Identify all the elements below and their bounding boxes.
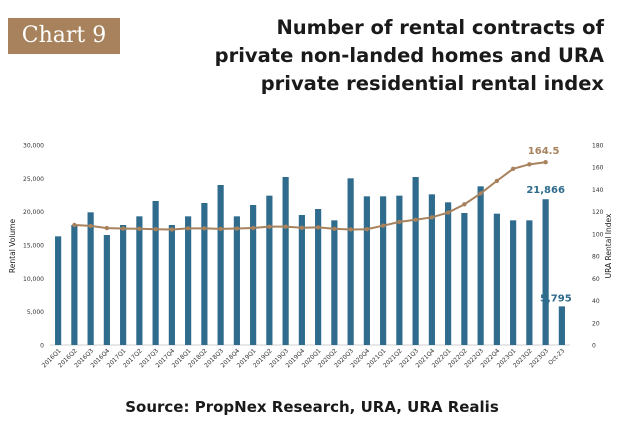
rental-index-point bbox=[88, 223, 93, 229]
rental-index-point bbox=[250, 225, 256, 231]
bar bbox=[55, 236, 62, 345]
rental-index-point bbox=[299, 225, 305, 230]
left-axis-label: Rental Volume bbox=[8, 219, 17, 274]
bar bbox=[168, 225, 175, 345]
left-tick-label: 5,000 bbox=[27, 309, 44, 316]
rental-index-point bbox=[137, 226, 142, 231]
rental-index-point bbox=[364, 227, 370, 232]
rental-index-point bbox=[72, 222, 77, 228]
bar bbox=[298, 215, 305, 345]
rental-index-point bbox=[332, 226, 337, 231]
rental-index-point bbox=[397, 219, 402, 225]
bar bbox=[380, 196, 387, 345]
x-axis-labels: 2016Q12016Q22016Q32016Q42017Q12017Q22017… bbox=[41, 347, 567, 369]
source-note: Source: PropNex Research, URA, URA Reali… bbox=[125, 398, 499, 416]
bar bbox=[542, 199, 549, 345]
left-tick-label: 10,000 bbox=[23, 276, 44, 283]
bar bbox=[217, 185, 224, 345]
rental-index-point bbox=[267, 224, 272, 229]
rental-index-point bbox=[462, 202, 467, 207]
bar bbox=[87, 212, 94, 345]
title-line-1: Number of rental contracts of bbox=[276, 16, 604, 39]
right-axis-ticks: 0 20 40 60 80 100 120 140 160 180 bbox=[592, 143, 604, 350]
bar bbox=[71, 225, 78, 345]
rental-index-point bbox=[429, 215, 435, 220]
rental-index-point bbox=[104, 225, 110, 231]
bar bbox=[266, 195, 273, 345]
rental-index-point bbox=[169, 227, 175, 232]
right-tick-label: 80 bbox=[592, 254, 600, 261]
right-tick-label: 20 bbox=[592, 320, 600, 327]
left-tick-label: 25,000 bbox=[23, 176, 44, 183]
left-axis-ticks: 0 5,000 10,000 15,000 20,000 25,000 30,000 bbox=[23, 143, 44, 350]
rental-index-point bbox=[510, 166, 516, 171]
bar bbox=[347, 178, 354, 345]
bar bbox=[120, 225, 127, 345]
left-tick-label: 15,000 bbox=[23, 243, 44, 250]
left-tick-label: 30,000 bbox=[23, 143, 44, 150]
rental-index-point bbox=[527, 162, 532, 167]
rental-index-point bbox=[348, 227, 353, 232]
bar bbox=[558, 306, 565, 345]
rental-index-point bbox=[202, 226, 207, 231]
right-tick-label: 40 bbox=[592, 298, 600, 305]
chart-number-badge: Chart 9 bbox=[8, 18, 120, 54]
right-tick-label: 60 bbox=[592, 276, 600, 283]
rental-index-point bbox=[234, 226, 240, 231]
oct-volume-label: 5,795 bbox=[540, 293, 572, 304]
bar bbox=[428, 194, 435, 345]
rental-index-point bbox=[494, 178, 500, 184]
bar bbox=[152, 201, 159, 345]
right-tick-label: 0 bbox=[592, 343, 596, 350]
rental-index-point bbox=[153, 227, 158, 232]
bar bbox=[201, 203, 208, 345]
bar bbox=[185, 216, 192, 345]
bar bbox=[363, 196, 370, 345]
left-tick-label: 20,000 bbox=[23, 209, 44, 216]
bar bbox=[526, 220, 533, 345]
bar bbox=[282, 177, 289, 345]
bar bbox=[233, 216, 240, 345]
right-tick-label: 160 bbox=[592, 165, 604, 172]
bar bbox=[445, 202, 452, 345]
rental-index-point bbox=[543, 160, 548, 165]
right-tick-label: 180 bbox=[592, 143, 604, 150]
last-quarter-volume-label: 21,866 bbox=[526, 185, 565, 196]
bar bbox=[331, 220, 338, 345]
rental-index-point bbox=[185, 226, 191, 231]
bar bbox=[477, 186, 484, 345]
bar bbox=[315, 209, 322, 345]
rental-index-point bbox=[218, 226, 223, 232]
right-axis-label: URA Rental Index bbox=[604, 213, 613, 278]
rental-index-point bbox=[380, 223, 386, 228]
chart-title: Number of rental contracts of private no… bbox=[174, 14, 604, 98]
bar bbox=[136, 216, 143, 345]
bar bbox=[461, 213, 468, 345]
latest-index-label: 164.5 bbox=[528, 146, 560, 157]
bar bbox=[412, 177, 419, 345]
bar bbox=[250, 205, 257, 345]
right-tick-label: 100 bbox=[592, 231, 604, 238]
left-tick-label: 0 bbox=[40, 343, 44, 350]
x-tick-label: Oct-23 bbox=[547, 347, 566, 366]
title-line-3: private residential rental index bbox=[260, 72, 604, 95]
rental-index-point bbox=[445, 210, 451, 215]
bar bbox=[103, 235, 110, 345]
right-tick-label: 120 bbox=[592, 209, 604, 216]
right-tick-label: 140 bbox=[592, 187, 604, 194]
callouts: 21,866 5,795 164.5 bbox=[526, 146, 571, 304]
rental-index-point bbox=[478, 191, 483, 196]
bar-series bbox=[55, 177, 565, 345]
line-series bbox=[72, 160, 548, 232]
bar bbox=[493, 213, 500, 345]
rental-index-point bbox=[413, 217, 418, 222]
bar bbox=[510, 220, 517, 345]
rental-index-point bbox=[283, 224, 288, 229]
rental-index-point bbox=[120, 226, 126, 231]
bar bbox=[396, 195, 403, 345]
rental-index-point bbox=[315, 225, 321, 230]
rental-index-line bbox=[74, 161, 546, 231]
title-line-2: private non-landed homes and URA bbox=[214, 44, 604, 67]
